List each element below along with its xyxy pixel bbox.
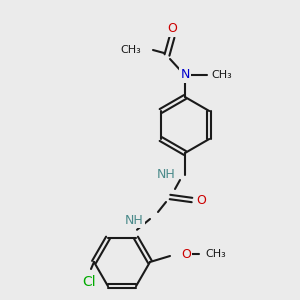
Text: NH: NH <box>125 214 144 226</box>
Text: CH₃: CH₃ <box>211 70 232 80</box>
Text: Cl: Cl <box>82 275 96 289</box>
Text: N: N <box>180 68 190 82</box>
Text: NH: NH <box>156 169 175 182</box>
Text: O: O <box>181 248 191 260</box>
Text: CH₃: CH₃ <box>120 45 141 55</box>
Text: O: O <box>196 194 206 206</box>
Text: CH₃: CH₃ <box>205 249 226 259</box>
Text: O: O <box>167 22 177 35</box>
